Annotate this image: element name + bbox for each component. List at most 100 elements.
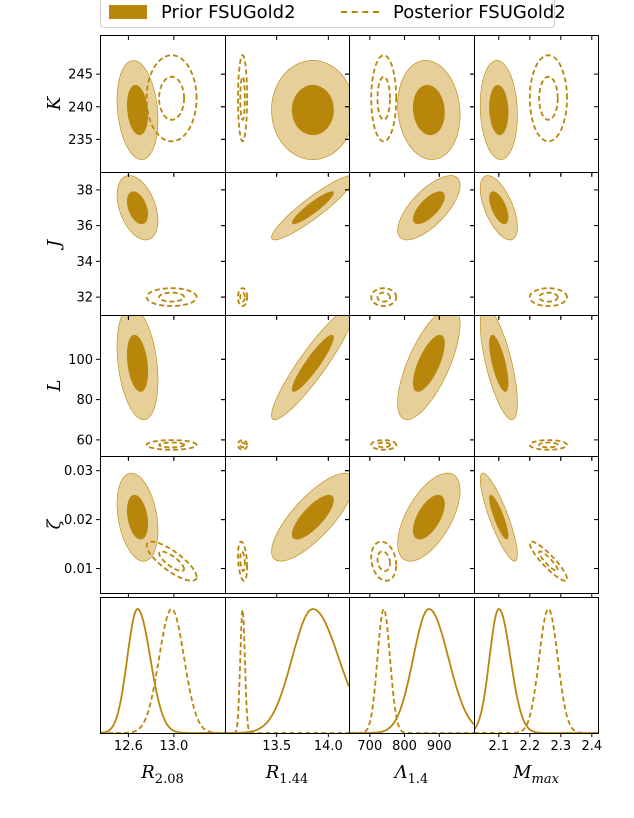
x-tick-label: 2.1 — [488, 739, 509, 754]
posterior-contour-outer — [237, 439, 248, 451]
marginal-panel-col3 — [349, 608, 474, 733]
x-tick-label: 13.0 — [159, 739, 188, 754]
posterior-marginal-curve — [100, 608, 225, 733]
posterior-swatch — [341, 11, 379, 13]
y-tick-label: 34 — [76, 255, 93, 270]
panel-J-vs-col4 — [479, 175, 568, 308]
y-tick-label: 36 — [76, 219, 93, 234]
y-axis-label-2: L — [44, 380, 65, 393]
posterior-contour-outer — [237, 540, 248, 582]
posterior-contour-outer — [370, 540, 398, 582]
y-axis-label-1: J — [44, 238, 65, 251]
posterior-contour-inner — [376, 441, 392, 449]
marginal-frame — [100, 597, 226, 734]
prior-marginal-curve — [474, 608, 598, 733]
posterior-contour-outer — [528, 540, 568, 582]
prior-contour-inner — [127, 191, 148, 225]
y-axis-label-3: ζ — [44, 518, 65, 529]
x-tick-label: 2.4 — [581, 739, 602, 754]
posterior-contour-inner — [158, 75, 186, 121]
posterior-contour-outer — [237, 54, 248, 143]
y-tick-label: 80 — [76, 393, 93, 408]
posterior-contour-outer — [370, 287, 398, 308]
posterior-marginal-curve — [225, 609, 349, 733]
prior-marginal-curve — [349, 608, 474, 733]
marginal-panel-col2 — [225, 608, 349, 733]
marginal-frame — [225, 597, 350, 734]
posterior-contour-outer — [145, 540, 198, 582]
panel-L-vs-col2 — [237, 315, 349, 451]
panel-J-vs-col3 — [370, 175, 461, 308]
y-axis-label-0: K — [44, 95, 65, 111]
panel-K-vs-col4 — [479, 54, 568, 160]
prior-contour-inner — [489, 494, 509, 540]
x-tick-label: 900 — [427, 739, 452, 754]
posterior-contour-inner — [158, 441, 186, 449]
panel-ζ-vs-col3 — [370, 472, 461, 582]
posterior-contour-outer — [528, 287, 568, 308]
panel-ζ-vs-col4 — [479, 472, 568, 582]
panel-J-vs-col1 — [116, 175, 198, 308]
legend-item-posterior: Posterior FSUGold2 — [341, 0, 566, 24]
panel-K-vs-col1 — [116, 54, 198, 160]
panel-J-vs-col2 — [237, 175, 349, 308]
legend-prior-label: Prior FSUGold2 — [161, 1, 296, 23]
legend-item-prior: Prior FSUGold2 — [109, 0, 296, 24]
legend-posterior-label: Posterior FSUGold2 — [393, 1, 566, 23]
posterior-contour-inner — [239, 550, 246, 572]
x-axis-label-2: Λ1.4 — [393, 762, 429, 787]
x-tick-label: 13.5 — [262, 739, 291, 754]
legend: Prior FSUGold2 Posterior FSUGold2 — [100, 0, 566, 28]
posterior-contour-outer — [528, 439, 568, 451]
x-tick-label: 800 — [392, 739, 417, 754]
panel-K-vs-col3 — [370, 54, 461, 160]
prior-contour-inner — [489, 191, 509, 225]
y-tick-label: 235 — [68, 133, 93, 148]
x-tick-label: 2.2 — [519, 739, 540, 754]
prior-contour-inner — [127, 334, 148, 392]
posterior-contour-inner — [239, 441, 246, 449]
panel-frame — [474, 456, 599, 594]
posterior-contour-inner — [239, 291, 246, 303]
prior-contour-inner — [127, 84, 148, 136]
x-tick-label: 12.6 — [114, 739, 143, 754]
panel-ζ-vs-col1 — [116, 472, 198, 582]
x-tick-label: 2.3 — [550, 739, 571, 754]
y-tick-label: 240 — [68, 100, 93, 115]
marginal-frame — [474, 597, 599, 734]
marginal-panel-col4 — [474, 607, 598, 733]
x-tick-label: 14.0 — [314, 739, 343, 754]
posterior-contour-inner — [158, 550, 186, 572]
posterior-contour-inner — [538, 550, 559, 572]
prior-contour-inner — [291, 191, 334, 225]
x-tick-label: 700 — [357, 739, 382, 754]
posterior-contour-inner — [376, 75, 391, 121]
posterior-contour-outer — [145, 54, 198, 143]
prior-contour-inner — [489, 84, 509, 136]
posterior-contour-outer — [370, 439, 398, 451]
panel-K-vs-col2 — [237, 54, 349, 160]
prior-contour-inner — [412, 334, 445, 392]
prior-contour-inner — [412, 84, 445, 136]
posterior-marginal-curve — [474, 607, 598, 733]
panel-L-vs-col1 — [116, 315, 198, 451]
posterior-contour-outer — [145, 439, 198, 451]
posterior-contour-inner — [538, 75, 559, 121]
prior-swatch — [109, 5, 147, 19]
y-tick-label: 38 — [76, 183, 93, 198]
prior-marginal-curve — [225, 608, 349, 733]
posterior-contour-outer — [237, 287, 248, 308]
panel-L-vs-col3 — [370, 315, 461, 451]
prior-contour-inner — [291, 334, 334, 392]
y-tick-label: 100 — [68, 353, 93, 368]
posterior-contour-inner — [538, 291, 559, 303]
x-axis-label-3: Mmax — [512, 762, 560, 787]
prior-contour-inner — [412, 494, 445, 540]
y-tick-label: 0.02 — [64, 513, 93, 528]
posterior-contour-outer — [145, 287, 198, 308]
posterior-contour-inner — [376, 550, 391, 572]
posterior-contour-inner — [239, 75, 246, 121]
posterior-marginal-curve — [349, 608, 474, 733]
posterior-contour-inner — [376, 291, 391, 303]
